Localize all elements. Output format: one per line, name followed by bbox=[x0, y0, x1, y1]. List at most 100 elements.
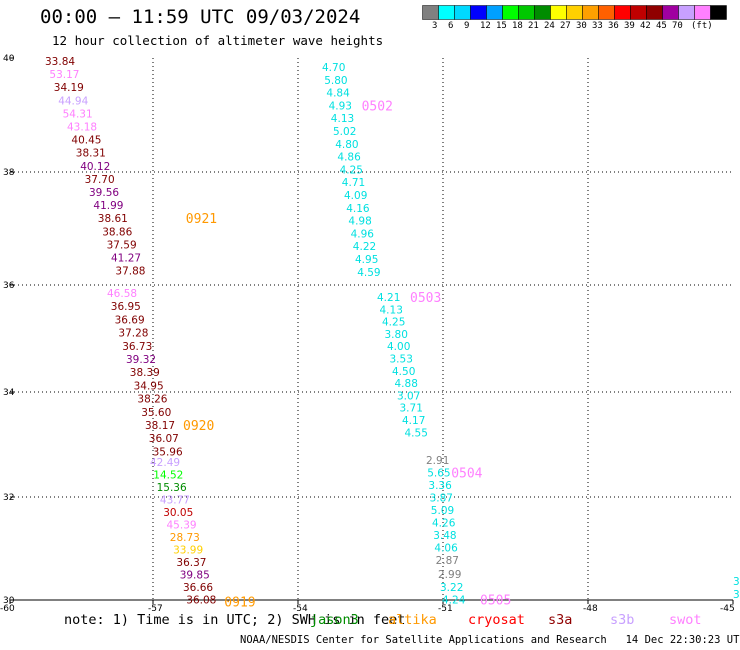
wave-height-value: 37.88 bbox=[115, 266, 145, 278]
x-tick-label: -45 bbox=[720, 604, 735, 614]
wave-height-value: 5.65 bbox=[427, 468, 450, 480]
wave-height-value: 3.48 bbox=[433, 530, 456, 542]
wave-height-value: 39.32 bbox=[126, 354, 156, 366]
wave-height-value: 4.59 bbox=[357, 267, 380, 279]
wave-height-value: 3 bbox=[733, 576, 740, 588]
track-time-label: 0504 bbox=[451, 467, 482, 482]
wave-height-value: 4.25 bbox=[340, 164, 363, 176]
wave-height-value: 2.87 bbox=[436, 555, 459, 567]
wave-height-value: 36.69 bbox=[115, 314, 145, 326]
x-tick-label: -51 bbox=[438, 604, 453, 614]
wave-height-value: 28.73 bbox=[170, 532, 200, 544]
credit-text: NOAA/NESDIS Center for Satellite Applica… bbox=[240, 634, 740, 646]
legend-label: 24 bbox=[544, 21, 555, 31]
wave-height-value: 30.05 bbox=[163, 507, 193, 519]
satellite-legend-swot: swot bbox=[669, 612, 702, 628]
color-scale-legend bbox=[422, 5, 727, 20]
wave-height-value: 4.86 bbox=[337, 152, 361, 164]
wave-height-value: 4.93 bbox=[329, 100, 352, 112]
wave-height-value: 34.95 bbox=[134, 380, 164, 392]
wave-height-value: 4.84 bbox=[326, 88, 350, 100]
wave-height-value: 38.17 bbox=[145, 420, 175, 432]
wave-height-value: 4.13 bbox=[331, 113, 354, 125]
wave-height-value: 4.70 bbox=[322, 62, 345, 74]
legend-label: 39 bbox=[624, 21, 635, 31]
wave-height-value: 54.31 bbox=[63, 108, 93, 120]
axis-labels: 40 38 36 34 32 30-60 -57 -54 -51 -48 -45 bbox=[0, 54, 735, 614]
wave-height-value: 2.91 bbox=[426, 455, 449, 467]
wave-height-value: 36.73 bbox=[122, 341, 152, 353]
satellite-legend-jason3: jason3 bbox=[310, 612, 359, 628]
track-time-label: 0920 bbox=[183, 419, 214, 434]
map-grid bbox=[9, 57, 734, 604]
wave-height-value: 4.09 bbox=[344, 190, 367, 202]
x-tick-label: -48 bbox=[583, 604, 598, 614]
wave-height-value: 3.71 bbox=[400, 403, 423, 415]
legend-label: 15 bbox=[496, 21, 507, 31]
wave-height-value: 36.08 bbox=[186, 595, 216, 607]
wave-height-value: 38.31 bbox=[76, 148, 106, 160]
legend-label: 21 bbox=[528, 21, 539, 31]
legend-label: 45 bbox=[656, 21, 667, 31]
legend-label: 27 bbox=[560, 21, 571, 31]
wave-height-value: 4.96 bbox=[351, 228, 375, 240]
wave-height-value: 5.02 bbox=[333, 126, 356, 138]
legend-swatch bbox=[710, 5, 727, 20]
wave-height-value: 36.95 bbox=[111, 301, 141, 313]
satellite-legend-altika: altika bbox=[388, 612, 437, 628]
wave-height-value: 53.17 bbox=[49, 69, 79, 81]
wave-height-value: 4.16 bbox=[346, 203, 370, 215]
legend-label: 42 bbox=[640, 21, 651, 31]
wave-height-value: 4.50 bbox=[392, 366, 415, 378]
wave-height-value: 4.55 bbox=[405, 427, 428, 439]
wave-height-value: 41.27 bbox=[111, 253, 141, 265]
map-title: 00:00 – 11:59 UTC 09/03/2024 bbox=[40, 6, 361, 28]
wave-height-value: 4.24 bbox=[442, 595, 466, 607]
legend-label: 70 bbox=[672, 21, 683, 31]
wave-height-value: 38.61 bbox=[98, 213, 128, 225]
wave-height-value: 37.28 bbox=[118, 328, 148, 340]
wave-height-value: 33.99 bbox=[173, 545, 203, 557]
legend-label: (ft) bbox=[691, 21, 713, 31]
track-time-label: 0919 bbox=[224, 596, 255, 611]
x-tick-label: -57 bbox=[148, 604, 163, 614]
color-scale-labels: 3 6 9 12 15 18 21 24 27 30 33 36 39 42 45 70 (ft) bbox=[422, 21, 740, 35]
wave-height-value: 39.85 bbox=[180, 570, 210, 582]
wave-height-value: 14.52 bbox=[153, 470, 183, 482]
wave-height-value: 40.12 bbox=[80, 161, 110, 173]
satellite-legend-s3a: s3a bbox=[548, 612, 573, 628]
map-subtitle: 12 hour collection of altimeter wave hei… bbox=[52, 33, 384, 48]
wave-height-value: 3.53 bbox=[390, 354, 413, 366]
wave-height-value: 3.07 bbox=[397, 390, 420, 402]
wave-height-value: 34.19 bbox=[54, 82, 84, 94]
wave-height-value: 46.58 bbox=[107, 288, 137, 300]
wave-height-value: 4.00 bbox=[387, 341, 410, 353]
wave-height-value: 38.86 bbox=[102, 226, 132, 238]
wave-height-value: 37.59 bbox=[107, 239, 137, 251]
wave-height-value: 41.99 bbox=[93, 200, 123, 212]
satellite-legend-s3b: s3b bbox=[610, 612, 635, 628]
wave-height-value: 43.77 bbox=[160, 495, 190, 507]
wave-height-value: 36.66 bbox=[183, 582, 213, 594]
wave-height-value: 3.22 bbox=[440, 582, 463, 594]
legend-label: 6 bbox=[448, 21, 454, 31]
legend-label: 18 bbox=[512, 21, 523, 31]
wave-height-value: 40.45 bbox=[71, 135, 101, 147]
wave-height-value: 4.95 bbox=[355, 254, 378, 266]
track-time-label: 0502 bbox=[362, 99, 393, 114]
legend-label: 33 bbox=[592, 21, 603, 31]
track-time-label: 0503 bbox=[410, 291, 441, 306]
wave-height-value: 5.80 bbox=[324, 75, 347, 87]
wave-height-value: 36.07 bbox=[149, 433, 179, 445]
satellite-legend-cryosat: cryosat bbox=[468, 612, 525, 628]
legend-label: 30 bbox=[576, 21, 587, 31]
wave-height-value: 33.84 bbox=[45, 56, 75, 68]
note-text: note: 1) Time is in UTC; 2) SWH is in fe… bbox=[64, 612, 406, 628]
track-time-label: 0921 bbox=[186, 212, 217, 227]
wave-height-value: 2.99 bbox=[438, 569, 461, 581]
x-tick-label: -60 bbox=[0, 604, 15, 614]
y-tick-label: 34 bbox=[3, 388, 15, 398]
y-tick-label: 40 bbox=[3, 54, 15, 64]
